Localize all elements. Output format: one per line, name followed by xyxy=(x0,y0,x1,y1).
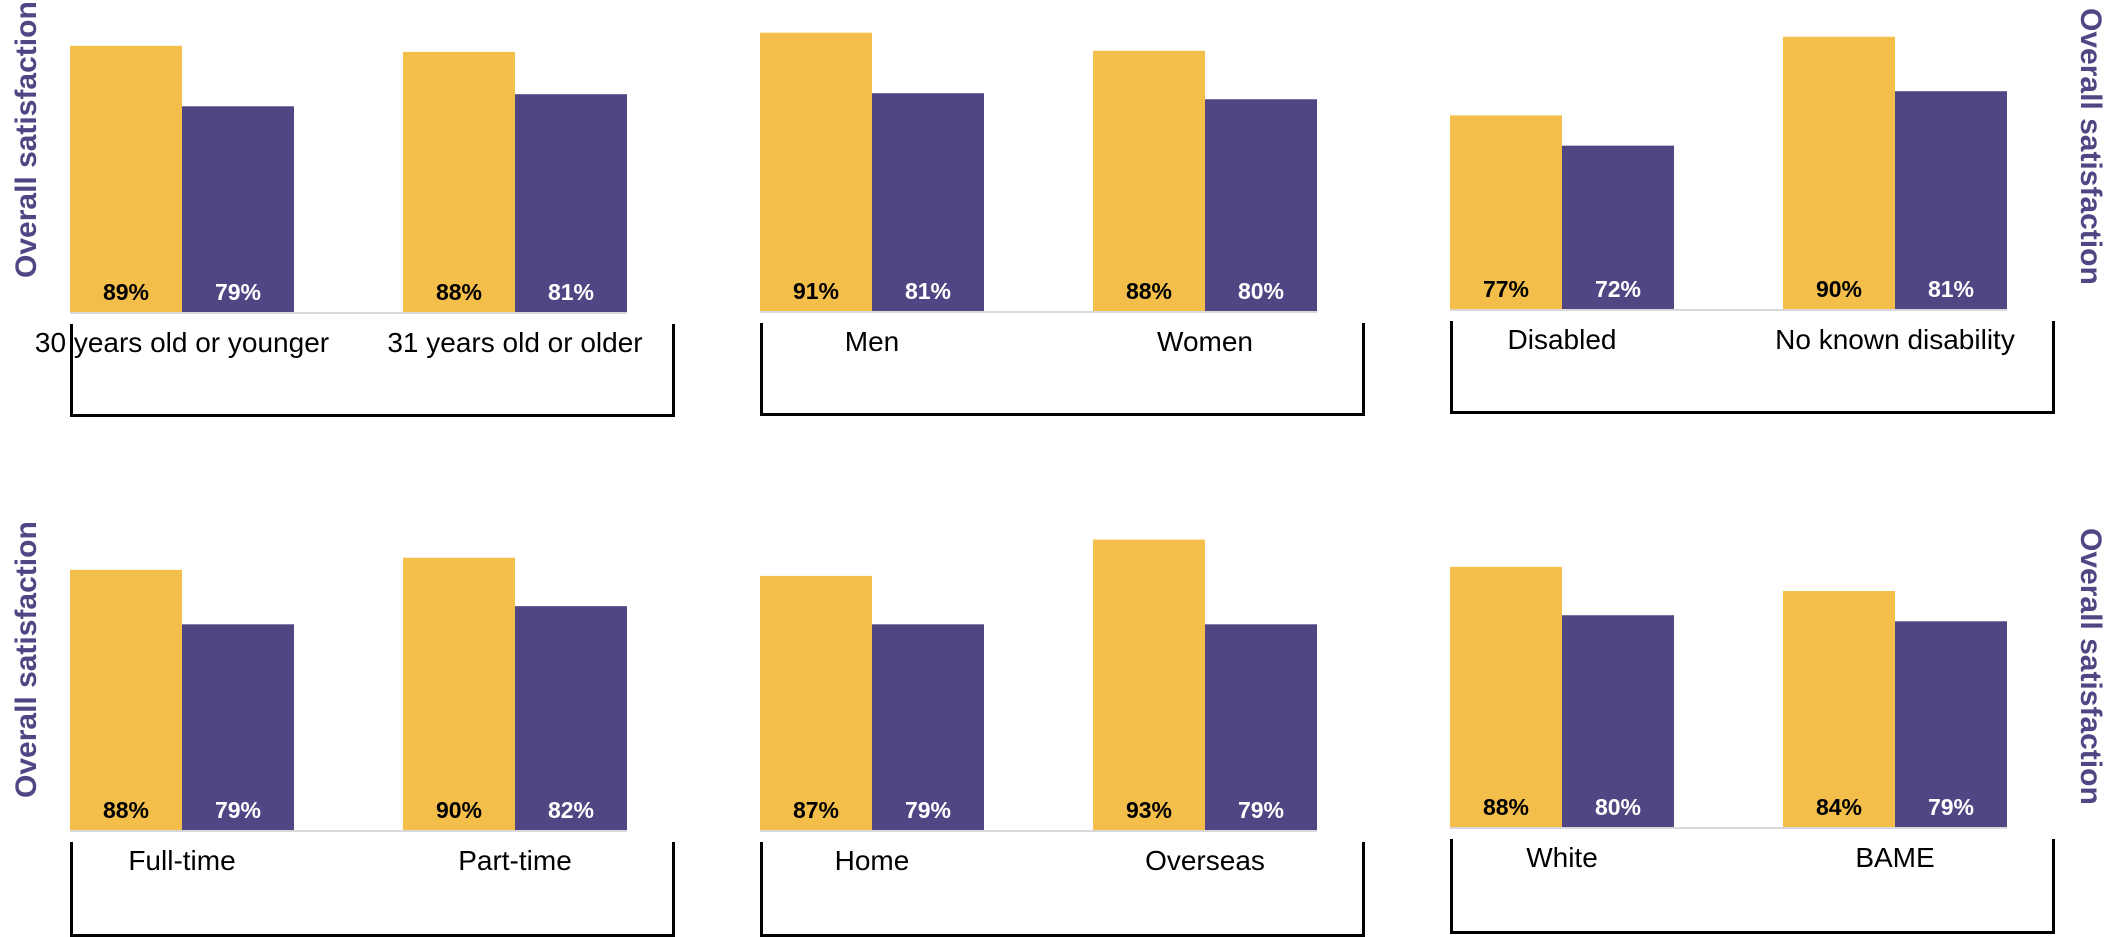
category-label: Disabled xyxy=(1507,324,1617,355)
chart-panel-5: 87% 79% 93% 79% Home Overseas xyxy=(760,0,1380,937)
bar-a-2 xyxy=(1783,591,1895,827)
chart-svg-2: 91% 81% 88% 80% xyxy=(760,32,1317,313)
data-label: 81% xyxy=(1928,276,1974,302)
data-label: 88% xyxy=(103,797,149,823)
data-label: 82% xyxy=(548,797,594,823)
bar-a-2 xyxy=(1093,539,1205,830)
data-label: 79% xyxy=(905,797,951,823)
data-label: 88% xyxy=(436,279,482,305)
chart-svg-4: 88% 79% 90% 82% xyxy=(70,557,627,832)
bar-b-1 xyxy=(872,93,984,311)
data-label: 90% xyxy=(1816,276,1862,302)
bar-b-1 xyxy=(872,624,984,830)
category-label: Home xyxy=(834,845,910,876)
category-bracket xyxy=(70,842,675,937)
bar-b-1 xyxy=(182,624,294,830)
data-label: 79% xyxy=(215,797,261,823)
data-label: 80% xyxy=(1238,278,1284,304)
y-axis-label-top-right: Overall satisfaction xyxy=(2074,8,2107,285)
bar-a-1 xyxy=(70,569,182,830)
data-label: 81% xyxy=(905,278,951,304)
data-label: 89% xyxy=(103,279,149,305)
bar-a-2 xyxy=(1093,50,1205,311)
bar-b-1 xyxy=(1562,615,1674,827)
bar-a-1 xyxy=(760,32,872,311)
category-label: Full-time xyxy=(128,845,236,876)
data-label: 77% xyxy=(1483,276,1529,302)
data-label: 84% xyxy=(1816,794,1862,820)
category-label: White xyxy=(1526,842,1598,873)
bar-a-2 xyxy=(1783,36,1895,309)
data-label: 88% xyxy=(1483,794,1529,820)
category-bracket xyxy=(1450,321,2055,414)
category-label: BAME xyxy=(1855,842,1935,873)
category-bracket xyxy=(760,323,1365,416)
chart-svg-6: 88% 80% 84% 79% xyxy=(1450,566,2007,829)
y-axis-label-bottom-right: Overall satisfaction xyxy=(2074,528,2107,805)
category-bracket xyxy=(1450,839,2055,934)
category-label: Men xyxy=(844,326,900,357)
data-label: 79% xyxy=(1928,794,1974,820)
chart-svg-3: 77% 72% 90% 81% xyxy=(1450,36,2007,311)
bar-b-2 xyxy=(515,94,627,312)
chart-panel-6: 88% 80% 84% 79% White BAME xyxy=(1450,0,2070,934)
category-bracket xyxy=(760,842,1365,937)
data-label: 87% xyxy=(793,797,839,823)
data-label: 79% xyxy=(1238,797,1284,823)
data-label: 79% xyxy=(215,279,261,305)
bar-b-2 xyxy=(515,606,627,830)
bar-a-2 xyxy=(403,51,515,312)
data-label: 91% xyxy=(793,278,839,304)
y-axis-label-top-left: Overall satisfaction xyxy=(10,1,43,278)
category-label: No known disability xyxy=(1775,324,2015,355)
data-label: 81% xyxy=(548,279,594,305)
chart-panel-2: 91% 81% 88% 80% Men Women xyxy=(760,0,1380,921)
data-label: 72% xyxy=(1595,276,1641,302)
bar-b-1 xyxy=(1562,145,1674,309)
category-label: 31 years old or older xyxy=(387,327,643,358)
chart-svg-1: 89% 79% 88% 81% xyxy=(70,45,627,314)
data-label: 88% xyxy=(1126,278,1172,304)
data-label: 90% xyxy=(436,797,482,823)
bar-a-1 xyxy=(760,575,872,830)
chart-panel-1: 89% 79% 88% 81% 30 years old or younger 31 ye… xyxy=(35,0,690,921)
y-axis-label-bottom-left: Overall satisfaction xyxy=(10,521,43,798)
category-bracket xyxy=(70,324,675,417)
bar-b-2 xyxy=(1205,99,1317,311)
bar-a-1 xyxy=(70,45,182,313)
bar-a-1 xyxy=(1450,566,1562,827)
chart-svg-5: 87% 79% 93% 79% xyxy=(760,539,1317,832)
bar-b-2 xyxy=(1895,621,2007,827)
chart-panel-4: 88% 79% 90% 82% Full-time Part-time xyxy=(70,0,690,937)
bar-b-2 xyxy=(1895,91,2007,309)
data-label: 93% xyxy=(1126,797,1172,823)
bar-a-2 xyxy=(403,557,515,830)
category-label: 30 years old or younger xyxy=(34,327,330,358)
data-label: 80% xyxy=(1595,794,1641,820)
bar-b-2 xyxy=(1205,624,1317,830)
bar-b-1 xyxy=(182,106,294,312)
category-label: Overseas xyxy=(1145,845,1265,876)
bar-a-1 xyxy=(1450,115,1562,310)
chart-panel-3: 77% 72% 90% 81% Disabled No known disability xyxy=(1450,0,2070,921)
category-label: Women xyxy=(1157,326,1253,357)
category-label: Part-time xyxy=(458,845,572,876)
